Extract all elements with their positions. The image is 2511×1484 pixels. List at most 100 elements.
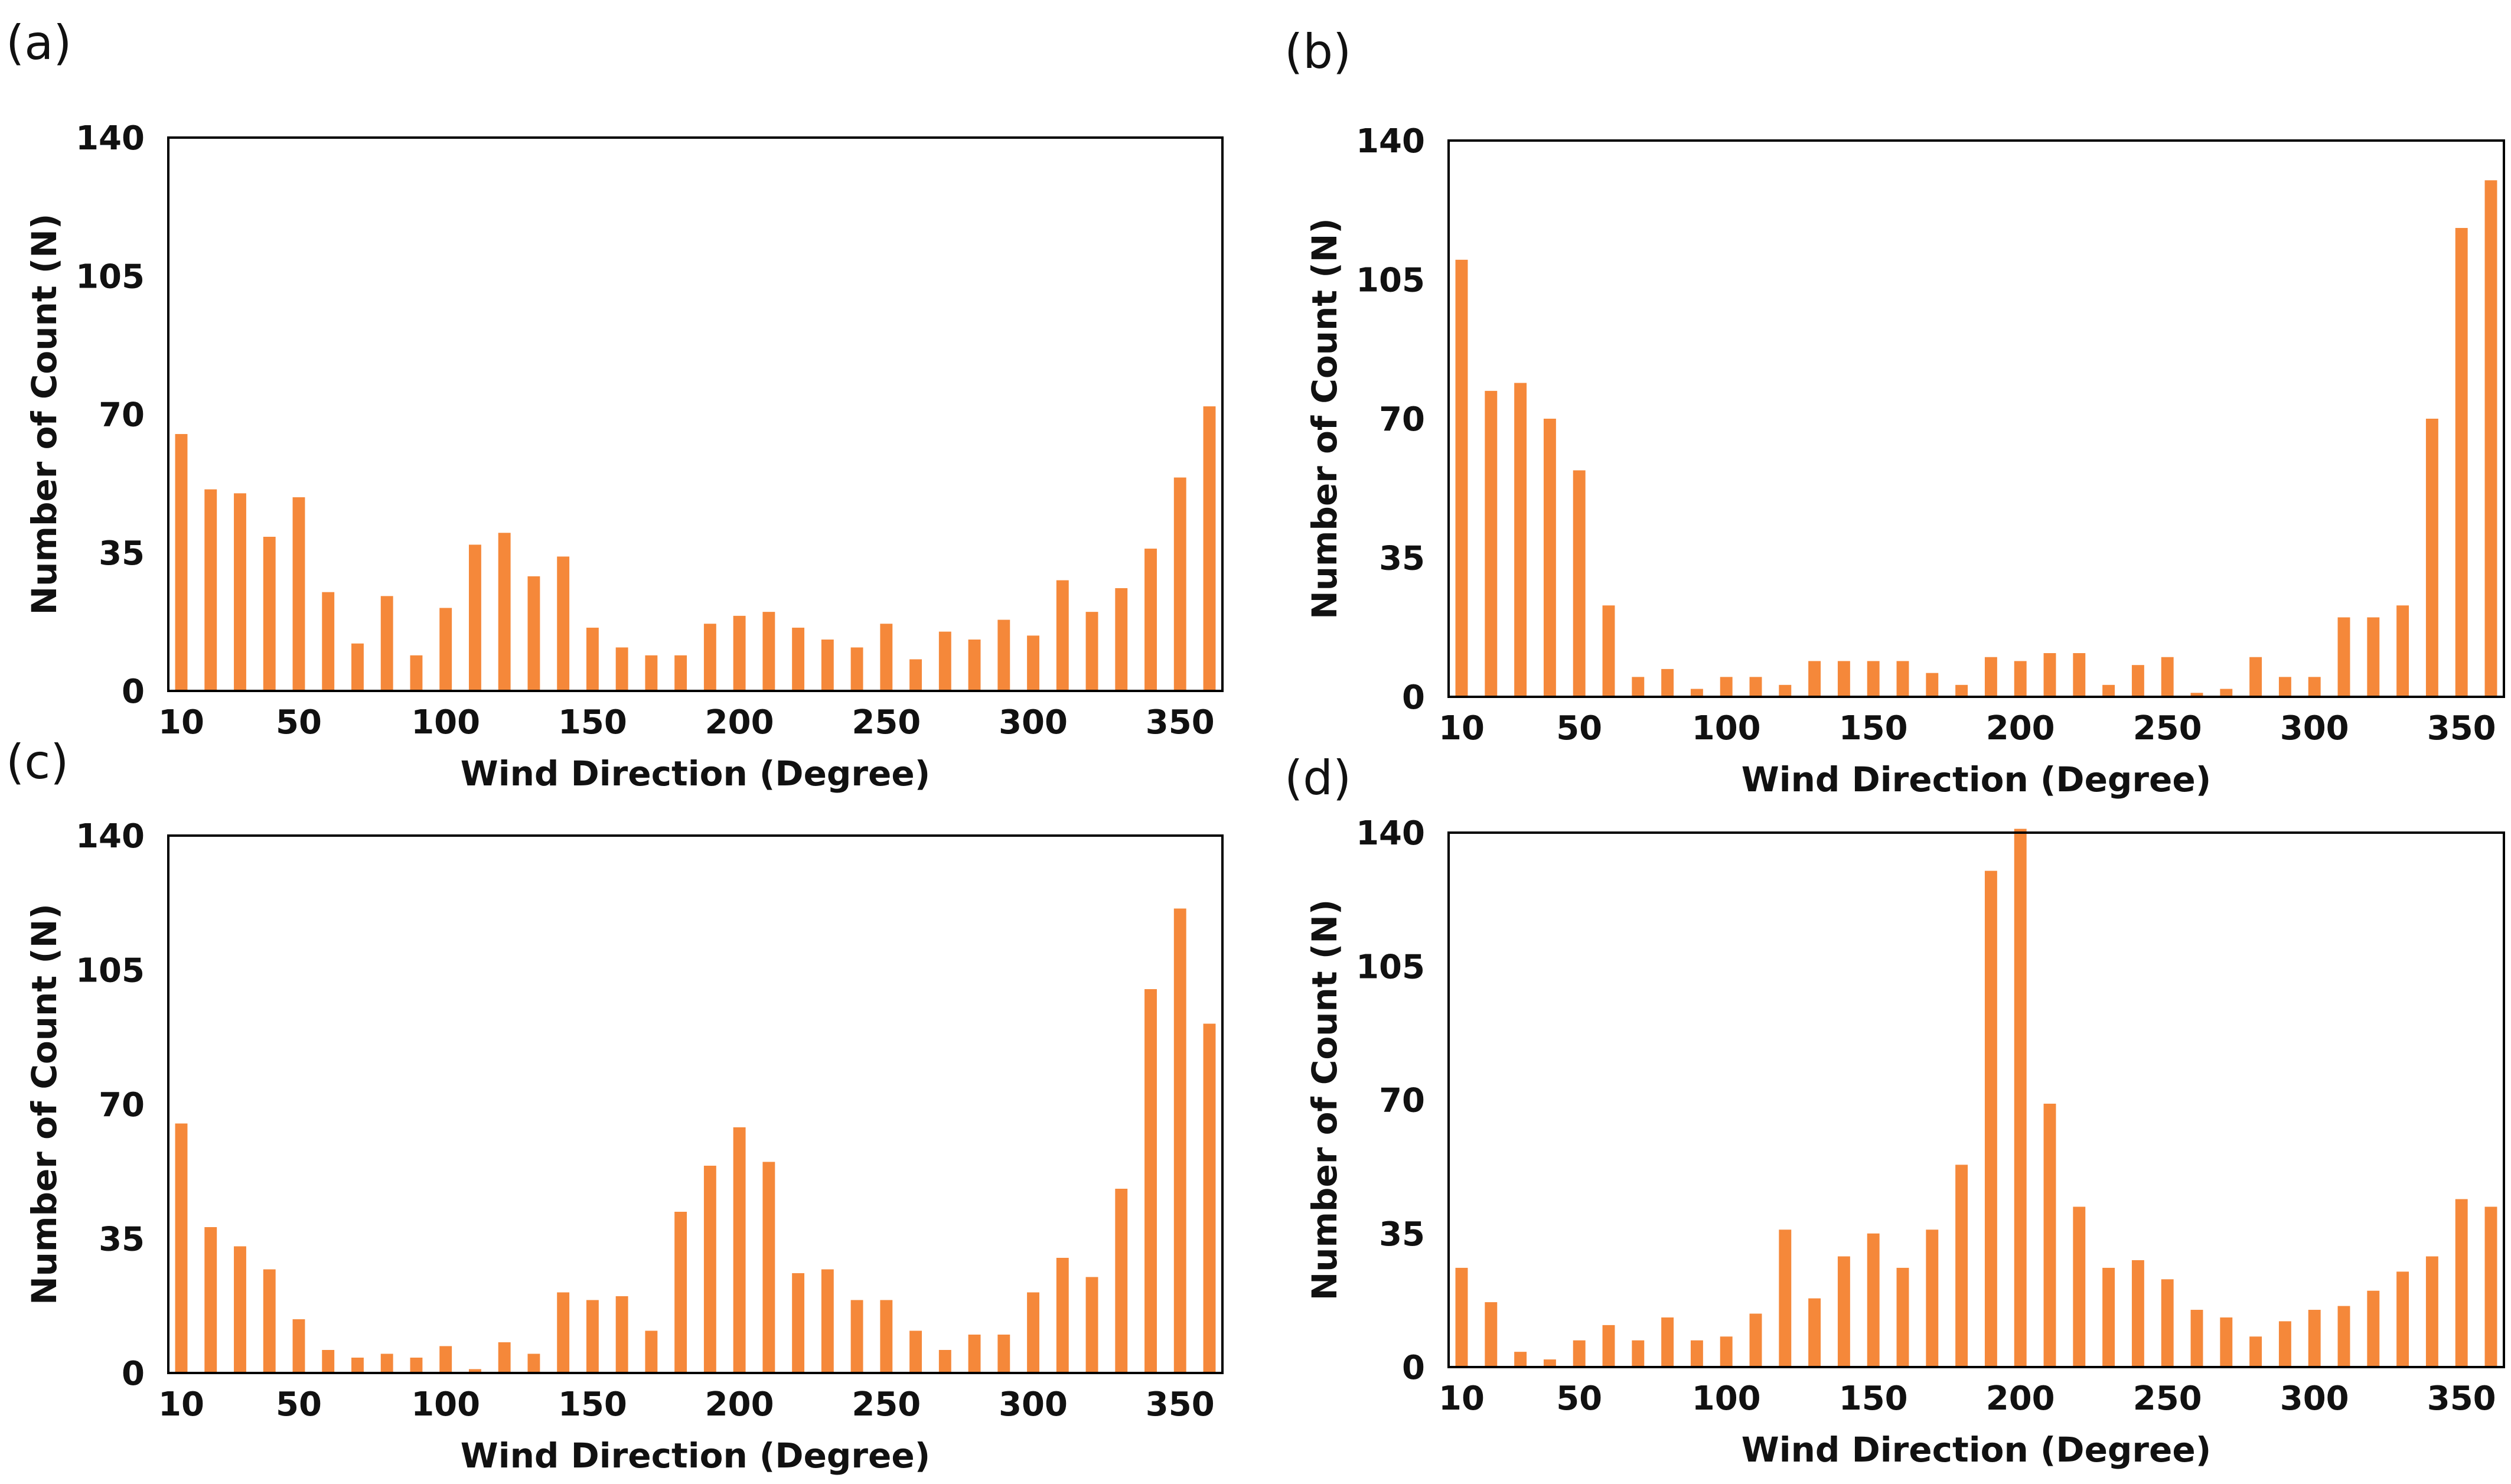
panel-b-bar-90 bbox=[1690, 689, 1703, 697]
panel-b-bar-110 bbox=[1749, 677, 1762, 697]
panel-b-bar-230 bbox=[2102, 684, 2115, 697]
panel-c-bar-90 bbox=[410, 1358, 423, 1373]
panel-a-bar-70 bbox=[351, 643, 364, 691]
panel-d-bar-150 bbox=[1867, 1233, 1880, 1367]
panel-c-bar-210 bbox=[762, 1162, 775, 1373]
panel-b-label: (b) bbox=[1284, 24, 1351, 79]
panel-c-bar-100 bbox=[439, 1346, 452, 1373]
panel-c-bar-80 bbox=[380, 1353, 393, 1373]
panel-b-bar-100 bbox=[1720, 677, 1733, 697]
panel-d-bar-260 bbox=[2190, 1310, 2203, 1367]
panel-d-bar-320 bbox=[2367, 1290, 2380, 1367]
panel-b-bar-270 bbox=[2220, 689, 2233, 697]
panel-b-bar-30 bbox=[1514, 383, 1527, 697]
panel-c-bar-110 bbox=[468, 1369, 481, 1373]
panel-b: (b) 0 35 70 105 140 10 50 100 150 200 250 300 350 Wind… bbox=[1284, 24, 2505, 800]
panel-a-bar-350 bbox=[1173, 477, 1186, 691]
panel-d-bar-290 bbox=[2278, 1321, 2291, 1367]
panel-d-plot-frame bbox=[1447, 831, 2505, 1368]
panel-b-xtick-label: 100 bbox=[1692, 709, 1761, 748]
panel-a-bar-220 bbox=[792, 627, 805, 691]
panel-c-bar-120 bbox=[498, 1342, 511, 1373]
panel-a-bar-100 bbox=[439, 608, 452, 691]
panel-c-xtick-label: 150 bbox=[558, 1385, 627, 1424]
panel-b-ytick-label: 35 bbox=[1379, 540, 1425, 578]
panel-d-bar-10 bbox=[1455, 1267, 1468, 1367]
panel-d-bar-210 bbox=[2043, 1103, 2056, 1367]
panel-a-bar-210 bbox=[762, 612, 775, 691]
panel-c-bar-290 bbox=[997, 1335, 1010, 1373]
panel-c-bar-30 bbox=[234, 1246, 246, 1373]
panel-d-bar-240 bbox=[2131, 1260, 2144, 1367]
panel-d-bar-90 bbox=[1690, 1340, 1703, 1367]
panel-c-xtick-label: 10 bbox=[158, 1385, 204, 1424]
panel-c-xtick-label: 250 bbox=[852, 1385, 921, 1424]
panel-a-bar-20 bbox=[204, 489, 217, 691]
panel-d-bar-280 bbox=[2249, 1336, 2262, 1367]
panel-b-bar-240 bbox=[2131, 665, 2144, 697]
panel-b-xtick-label: 350 bbox=[2427, 709, 2496, 748]
panel-d-bar-60 bbox=[1602, 1325, 1615, 1367]
panel-c-bar-190 bbox=[703, 1166, 716, 1373]
panel-c-bar-360 bbox=[1203, 1023, 1216, 1373]
panel-b-xtick-label: 10 bbox=[1439, 709, 1485, 748]
panel-b-bar-180 bbox=[1955, 684, 1968, 697]
panel-d-y-axis-title: Number of Count (N) bbox=[1305, 899, 1345, 1301]
panel-b-plot-frame bbox=[1447, 139, 2505, 698]
panel-b-bar-250 bbox=[2161, 657, 2174, 697]
panel-a-bar-290 bbox=[997, 619, 1010, 691]
panel-d-bar-50 bbox=[1573, 1340, 1586, 1367]
panel-a-bar-120 bbox=[498, 533, 511, 691]
panel-c-bar-150 bbox=[586, 1300, 599, 1373]
panel-a-bar-10 bbox=[175, 433, 188, 691]
panel-a-ytick-label: 70 bbox=[99, 396, 145, 435]
panel-b-bar-70 bbox=[1632, 677, 1645, 697]
panel-a-x-axis-title: Wind Direction (Degree) bbox=[461, 754, 930, 794]
panel-a-xtick-label: 150 bbox=[558, 703, 627, 742]
panel-d-xtick-label: 100 bbox=[1692, 1379, 1761, 1418]
panel-c-bar-300 bbox=[1027, 1292, 1039, 1373]
panel-a-bar-300 bbox=[1027, 635, 1039, 691]
panel-a-bar-320 bbox=[1085, 612, 1098, 691]
panel-d-bar-180 bbox=[1955, 1165, 1968, 1367]
panel-b-bar-300 bbox=[2308, 677, 2321, 697]
panel-d-xtick-label: 50 bbox=[1556, 1379, 1602, 1418]
panel-b-xtick-label: 250 bbox=[2133, 709, 2202, 748]
panel-b-ytick-label: 105 bbox=[1356, 262, 1425, 300]
panel-d-xtick-label: 300 bbox=[2280, 1379, 2349, 1418]
panel-d-bar-230 bbox=[2102, 1267, 2115, 1367]
panel-a-bar-310 bbox=[1056, 580, 1069, 691]
panel-d-bar-220 bbox=[2073, 1206, 2086, 1367]
panel-c-bar-260 bbox=[909, 1330, 922, 1373]
panel-a-xtick-label: 200 bbox=[705, 703, 774, 742]
panel-d-bar-110 bbox=[1749, 1313, 1762, 1367]
panel-a-y-axis-title: Number of Count (N) bbox=[24, 214, 64, 615]
panel-a-bar-190 bbox=[703, 624, 716, 691]
panel-d-bar-200 bbox=[2014, 829, 2027, 1367]
panel-a-ytick-label: 105 bbox=[76, 257, 145, 296]
panel-a-bar-340 bbox=[1144, 549, 1157, 691]
panel-d-bar-190 bbox=[1984, 870, 1997, 1367]
panel-c-bar-10 bbox=[175, 1123, 188, 1373]
panel-a-bar-40 bbox=[263, 536, 276, 691]
panel-c-bar-270 bbox=[938, 1350, 951, 1373]
panel-a-bar-240 bbox=[850, 647, 863, 691]
panel-a-bar-260 bbox=[909, 659, 922, 691]
panel-c-x-axis-title: Wind Direction (Degree) bbox=[461, 1436, 930, 1476]
panel-d-bar-310 bbox=[2337, 1306, 2350, 1367]
panel-a-bar-90 bbox=[410, 655, 423, 691]
panel-d-ytick-label: 140 bbox=[1356, 814, 1425, 853]
panel-b-bar-220 bbox=[2073, 653, 2086, 697]
panel-c-ytick-label: 0 bbox=[122, 1355, 145, 1393]
panel-b-x-axis-title: Wind Direction (Degree) bbox=[1742, 759, 2211, 800]
panel-c-bar-60 bbox=[322, 1350, 335, 1373]
panel-d-bar-350 bbox=[2455, 1199, 2468, 1367]
panel-c-bar-250 bbox=[880, 1300, 893, 1373]
panel-a-bar-250 bbox=[880, 624, 893, 691]
panel-d-bar-80 bbox=[1661, 1317, 1674, 1367]
panel-b-bar-200 bbox=[2014, 661, 2027, 697]
panel-c-xtick-label: 300 bbox=[999, 1385, 1068, 1424]
panel-a-bar-170 bbox=[645, 655, 658, 691]
panel-b-bar-50 bbox=[1573, 470, 1586, 697]
